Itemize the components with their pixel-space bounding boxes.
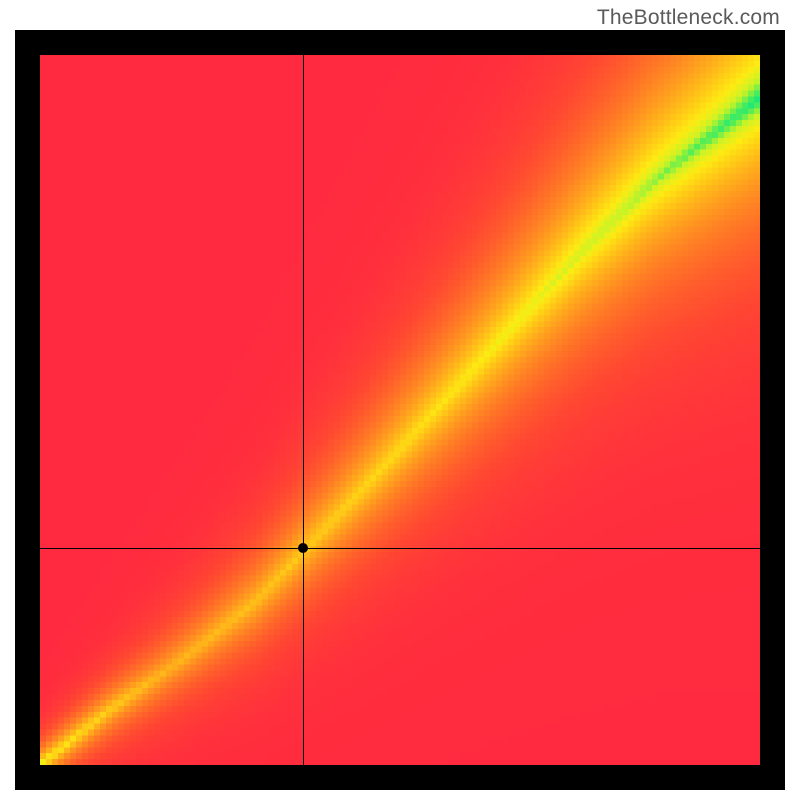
plot-frame [15,30,785,790]
heatmap-plot [40,55,760,765]
watermark-text: TheBottleneck.com [597,6,780,30]
crosshair-horizontal [40,548,760,549]
crosshair-vertical [303,55,304,765]
crosshair-marker [298,543,308,553]
heatmap-canvas [40,55,760,765]
